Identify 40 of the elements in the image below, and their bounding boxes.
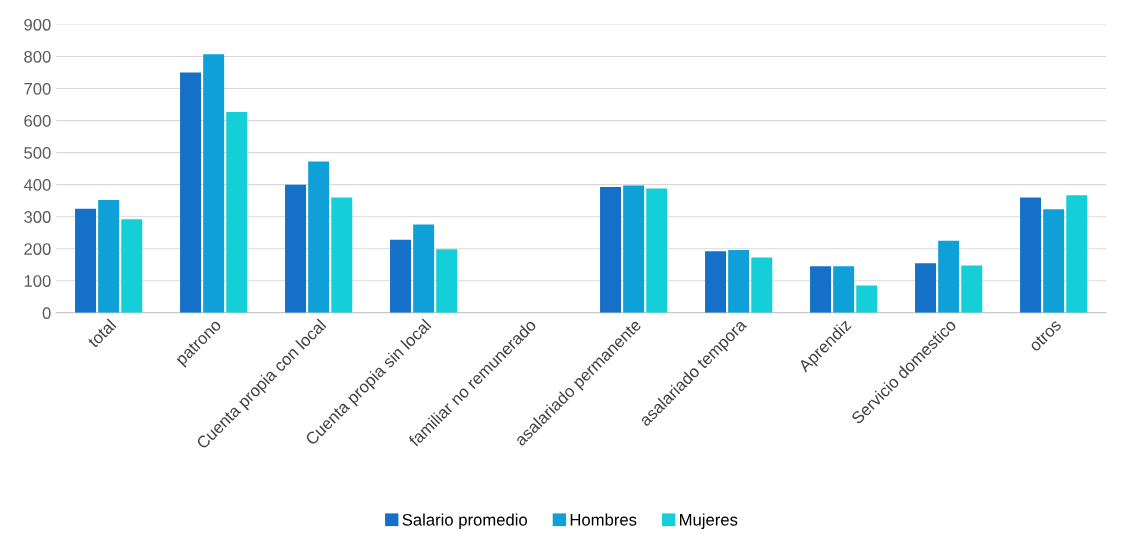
bar: [180, 72, 202, 313]
bar: [856, 285, 878, 313]
bar: [833, 266, 855, 313]
legend-label: Hombres: [570, 513, 637, 526]
bar: [121, 219, 143, 313]
bar: [938, 240, 960, 313]
legend-label: Salario promedio: [402, 513, 528, 529]
y-tick-label: 700: [24, 82, 51, 95]
bar: [436, 249, 458, 313]
y-tick-label: 800: [24, 50, 51, 63]
y-tick-label: 300: [24, 211, 51, 223]
y-tick-label: 900: [24, 18, 51, 31]
bar: [623, 185, 645, 313]
y-tick-label: 100: [24, 275, 51, 287]
bar: [226, 111, 248, 313]
bar: [98, 200, 120, 313]
bar: [961, 265, 983, 313]
bar: [390, 239, 412, 313]
bar: [810, 266, 832, 313]
bar: [600, 186, 622, 313]
bar: [1066, 195, 1088, 313]
bar: [646, 188, 668, 313]
y-tick-label: 600: [24, 114, 51, 127]
bar: [203, 54, 225, 313]
bar: [1043, 209, 1065, 313]
bar: [1020, 197, 1042, 313]
bar: [751, 257, 773, 313]
bar: [915, 263, 937, 313]
legend-label: Mujeres: [680, 513, 738, 529]
y-tick-label: 400: [23, 179, 51, 191]
y-tick-label: 0: [42, 307, 51, 319]
y-tick-label: 500: [24, 147, 51, 159]
bar: [413, 224, 435, 313]
bar: [705, 251, 727, 313]
bar: [331, 197, 353, 313]
bar: [75, 208, 97, 313]
bar: [285, 184, 307, 313]
y-tick-label: 200: [24, 243, 51, 255]
bar: [728, 250, 750, 313]
bar: [308, 161, 330, 313]
